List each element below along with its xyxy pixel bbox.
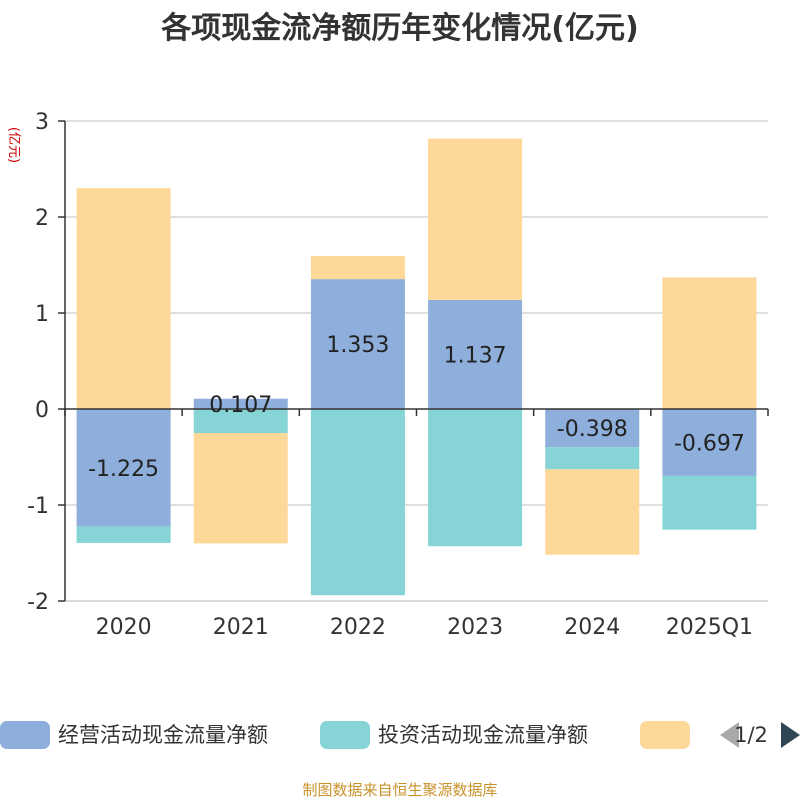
- legend-label-0[interactable]: 经营活动现金流量净额: [58, 723, 268, 747]
- y-axis-unit: (亿元): [6, 127, 21, 163]
- y-tick-label: -1: [27, 494, 49, 519]
- legend-swatch-1[interactable]: [320, 721, 370, 749]
- bar-s0-2020: [76, 409, 171, 527]
- bar-s2-2021: [193, 433, 288, 544]
- chart-title: 各项现金流净额历年变化情况(亿元): [160, 11, 638, 46]
- y-tick-label: 1: [35, 302, 49, 327]
- bar-s2-2025Q1: [662, 277, 757, 409]
- bar-s0-2024: [545, 409, 640, 448]
- bar-s1-2022: [310, 409, 405, 596]
- y-tick-label: 3: [35, 110, 49, 135]
- bar-s1-2025Q1: [662, 475, 757, 530]
- bar-s1-2024: [545, 447, 640, 470]
- axes: -2 -1 0 1 2 3 2020 2021 2022 2023 2024 2025Q1: [27, 110, 769, 640]
- bar-s1-2020: [76, 526, 171, 543]
- data-labels: -1.225 0.107 1.353 1.137 -0.398 -0.697: [88, 333, 745, 482]
- y-tick-label: -2: [27, 590, 49, 615]
- source-note: 制图数据来自恒生聚源数据库: [302, 781, 497, 799]
- bar-s0-2022: [310, 279, 405, 409]
- bar-s0-2023: [428, 299, 523, 409]
- data-label-2022: 1.353: [326, 333, 389, 358]
- grid-lines: [65, 120, 768, 602]
- bar-s2-2023: [428, 138, 523, 300]
- data-label-2024: -0.398: [557, 417, 628, 442]
- bar-s1-2023: [428, 409, 523, 547]
- bar-s0-2021: [193, 398, 288, 409]
- legend: 经营活动现金流量净额 投资活动现金流量净额 1/2: [0, 721, 800, 749]
- x-tick-label-2022: 2022: [330, 615, 386, 640]
- legend-label-1[interactable]: 投资活动现金流量净额: [378, 723, 588, 747]
- legend-prev-icon[interactable]: [720, 722, 739, 748]
- legend-swatch-0[interactable]: [0, 721, 50, 749]
- x-tick-label-2023: 2023: [447, 615, 503, 640]
- y-tick-label: 2: [35, 206, 49, 231]
- bar-s2-2022: [310, 256, 405, 280]
- legend-page-indicator: 1/2: [734, 723, 768, 747]
- data-label-2023: 1.137: [444, 343, 507, 368]
- data-label-2020: -1.225: [88, 457, 159, 482]
- y-tick-label: 0: [35, 398, 49, 423]
- bar-s2-2024: [545, 469, 640, 555]
- x-tick-label-2020: 2020: [96, 615, 152, 640]
- x-tick-label-2021: 2021: [213, 615, 269, 640]
- bar-s2-2020: [76, 188, 171, 409]
- data-label-2025Q1: -0.697: [674, 431, 745, 456]
- bar-s1-2021: [193, 409, 288, 433]
- legend-swatch-2[interactable]: [640, 721, 690, 749]
- data-label-2021: 0.107: [209, 393, 272, 418]
- bars: [76, 138, 757, 596]
- x-tick-label-2025Q1: 2025Q1: [666, 615, 753, 640]
- legend-next-icon[interactable]: [781, 722, 800, 748]
- bar-s0-2025Q1: [662, 409, 757, 476]
- x-tick-label-2024: 2024: [564, 615, 620, 640]
